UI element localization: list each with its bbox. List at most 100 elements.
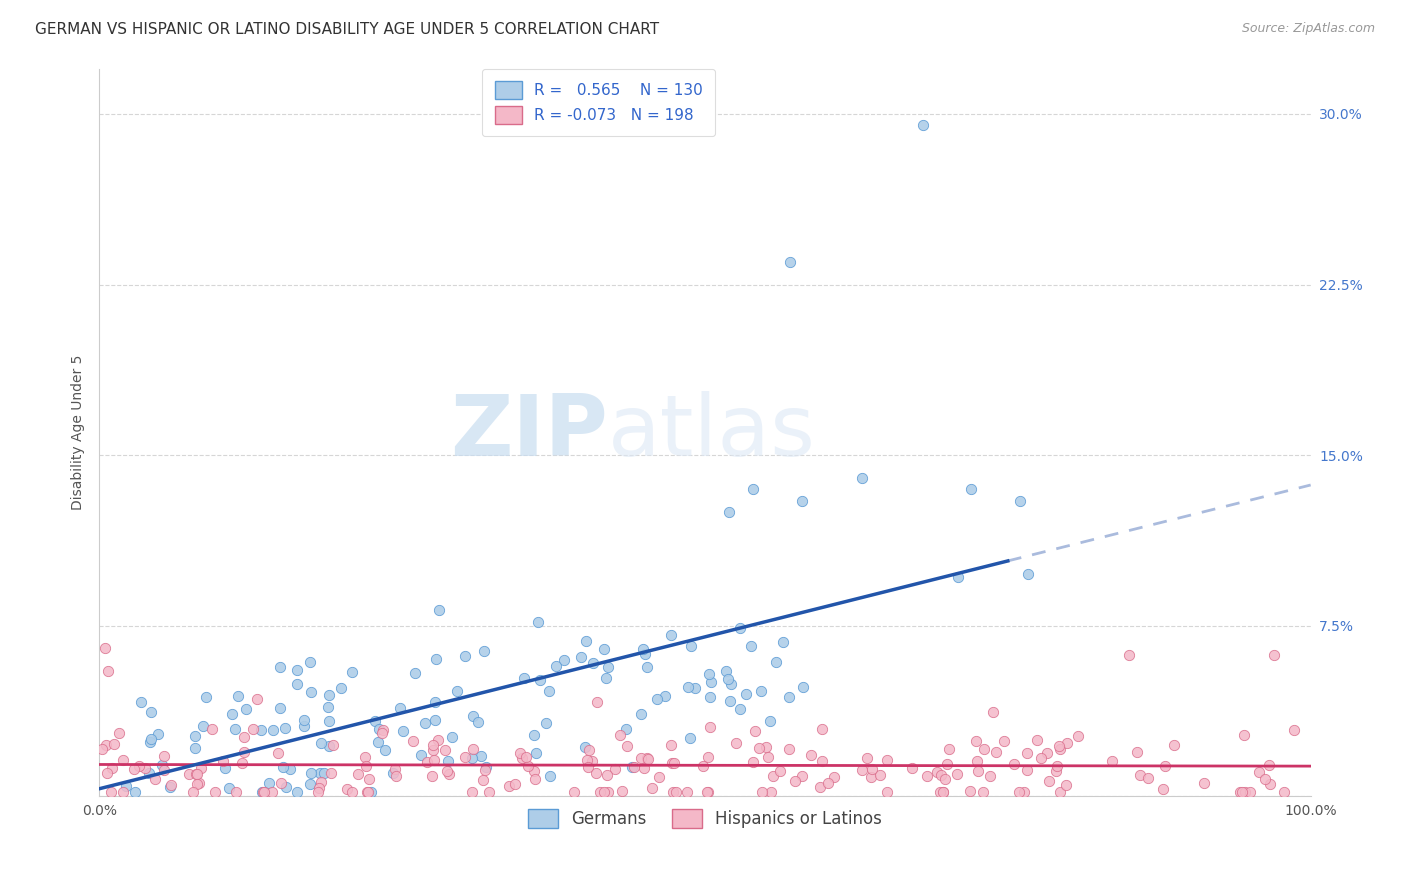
Point [427,732,450,747]
Point [184,740,207,755]
Point [851,764,873,778]
Point [714,665,737,679]
Point [177,766,200,780]
Point [384,762,406,776]
Point [346,766,368,780]
Point [1038,774,1060,789]
Point [250,723,273,738]
Point [772,634,794,648]
Point [582,656,605,670]
Point [1046,758,1069,772]
Point [534,715,557,730]
Point [420,769,443,783]
Point [292,713,315,727]
Point [575,753,598,767]
Point [413,716,436,731]
Point [790,768,813,782]
Point [1015,747,1038,761]
Point [932,784,955,798]
Point [1282,723,1305,738]
Point [1258,758,1281,772]
Point [433,743,456,757]
Point [676,784,699,798]
Point [1118,648,1140,662]
Point [718,693,741,707]
Point [97,664,120,678]
Point [513,672,536,686]
Point [427,603,450,617]
Point [1049,784,1071,798]
Text: atlas: atlas [607,391,815,474]
Point [270,701,292,715]
Point [574,633,596,648]
Point [299,685,322,699]
Point [1015,764,1038,778]
Point [755,740,778,755]
Point [308,780,330,795]
Point [621,760,644,774]
Point [262,723,284,737]
Point [446,683,468,698]
Point [740,639,762,653]
Point [574,740,596,755]
Point [1008,784,1031,798]
Point [233,745,256,759]
Point [524,772,547,787]
Point [589,784,612,798]
Point [257,776,280,790]
Point [931,767,953,781]
Text: ZIP: ZIP [450,391,607,474]
Point [250,784,273,798]
Point [1066,729,1088,743]
Point [461,741,484,756]
Point [927,765,949,780]
Point [641,780,664,795]
Point [616,739,638,754]
Point [900,761,922,775]
Point [1272,784,1295,798]
Point [274,780,297,795]
Point [124,784,146,798]
Point [915,769,938,783]
Point [150,757,173,772]
Point [510,750,533,764]
Point [934,772,956,786]
Point [191,719,214,733]
Point [1229,784,1251,798]
Point [342,784,364,798]
Point [928,784,950,798]
Point [307,784,329,798]
Point [1008,493,1031,508]
Point [720,677,742,691]
Point [564,784,586,798]
Point [139,731,162,746]
Point [654,689,676,703]
Point [436,764,458,778]
Point [645,692,668,706]
Point [973,742,995,756]
Point [792,680,814,694]
Point [633,761,655,775]
Point [122,762,145,776]
Point [603,762,626,776]
Point [134,761,156,775]
Point [876,784,898,798]
Point [96,766,118,780]
Point [354,758,377,772]
Point [471,772,494,787]
Point [623,760,645,774]
Point [630,706,652,721]
Point [235,702,257,716]
Point [416,756,439,770]
Point [381,766,404,780]
Point [761,769,783,783]
Point [111,784,134,798]
Point [751,784,773,798]
Point [100,784,122,798]
Point [744,723,766,738]
Point [515,750,537,764]
Point [308,765,330,780]
Point [817,776,839,790]
Point [544,659,567,673]
Point [631,642,654,657]
